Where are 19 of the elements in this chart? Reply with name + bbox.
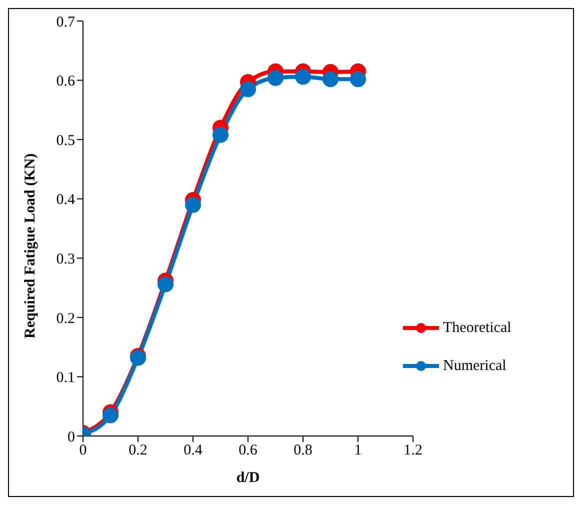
x-tick-label: 0.4 (184, 442, 203, 459)
y-tick-label: 0.1 (56, 370, 75, 386)
x-tick-label: 0.6 (238, 442, 258, 459)
x-tick-label: 0.2 (128, 442, 148, 459)
legend-label: Numerical (443, 357, 506, 376)
x-axis-title: d/D (236, 470, 260, 486)
y-tick-label: 0.6 (56, 74, 76, 90)
y-tick-label: 0.2 (56, 310, 75, 327)
y-tick-label: 0.7 (56, 14, 76, 30)
x-tick-label: 1 (354, 442, 362, 459)
legend-label: Theoretical (443, 319, 512, 338)
x-tick-label: 0.8 (294, 442, 312, 459)
y-axis-title: Required Fatigue Load (KN) (22, 153, 38, 338)
y-tick-label: 0.3 (56, 251, 75, 268)
y-tick-label: 0.5 (56, 132, 75, 149)
y-tick-label: 0.4 (56, 192, 76, 208)
x-tick-label: 0 (79, 442, 87, 459)
x-tick-label: 1.2 (404, 442, 422, 459)
y-tick-label: 0 (68, 429, 75, 446)
